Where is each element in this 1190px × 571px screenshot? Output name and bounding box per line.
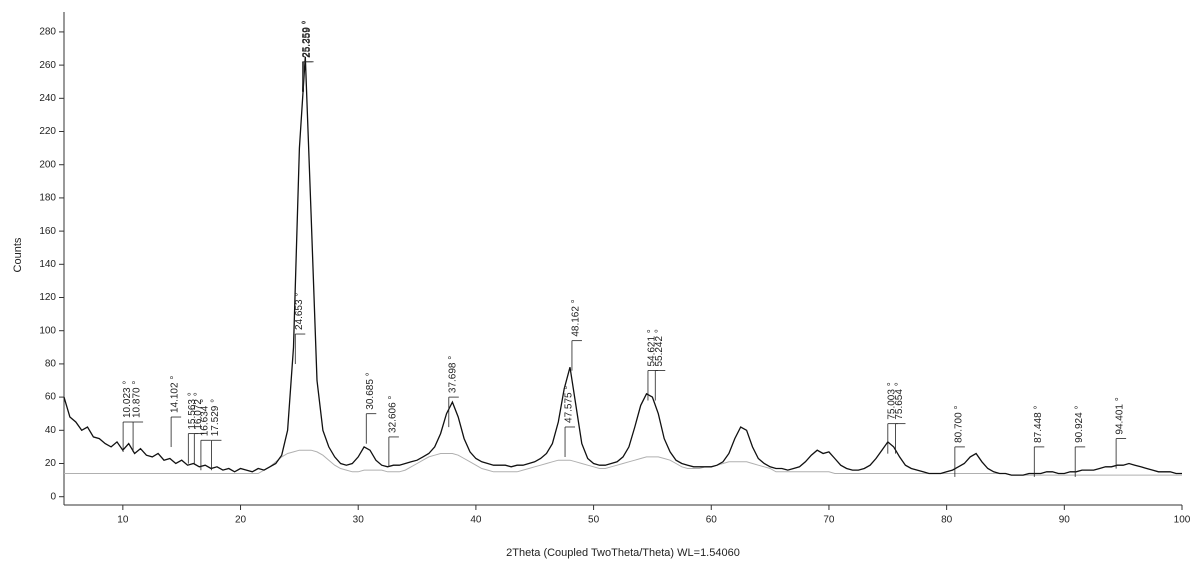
y-tick-label: 100 [39,325,56,336]
y-tick-label: 60 [45,392,57,403]
x-axis-title: 2Theta (Coupled TwoTheta/Theta) WL=1.540… [506,547,740,559]
peak-label: 90.924 ° [1074,406,1085,443]
peak-label: 25.359 ° [302,20,313,57]
x-tick-label: 30 [353,515,365,526]
peak-label: 16.072 ° [193,392,204,429]
peak-label: 54.621 ° [647,329,658,366]
peak-label: 32.606 ° [388,396,399,433]
x-tick-label: 70 [823,515,835,526]
y-axis-title: Counts [12,237,24,272]
peak-label: 16.634 ° [200,399,211,436]
peak-label: 47.575 ° [564,386,575,423]
x-tick-label: 80 [941,515,953,526]
y-tick-label: 200 [39,159,56,170]
y-tick-label: 220 [39,126,56,137]
peak-label: 25.259 ° [301,20,312,57]
y-tick-label: 240 [39,93,56,104]
x-tick-label: 90 [1059,515,1071,526]
x-tick-label: 50 [588,515,600,526]
peak-label: 15.563 ° [187,392,198,429]
y-tick-label: 120 [39,292,56,303]
y-tick-label: 80 [45,359,57,370]
peak-label: 37.698 ° [447,356,458,393]
peak-label: 55.242 ° [654,329,665,366]
peak-label: 75.654 ° [894,382,905,419]
x-tick-label: 20 [235,515,247,526]
pattern-line [63,56,1182,476]
y-tick-label: 20 [45,458,57,469]
peak-label: 10.870 ° [132,381,143,418]
y-tick-label: 260 [39,60,56,71]
x-tick-label: 60 [706,515,718,526]
peak-label: 10.023 ° [122,381,133,418]
peak-label: 14.102 ° [170,376,181,413]
y-tick-label: 160 [39,226,56,237]
x-tick-label: 10 [117,515,129,526]
peak-label: 94.401 ° [1115,397,1126,434]
peak-label: 30.685 ° [365,372,376,409]
peak-label: 75.003 ° [886,382,897,419]
y-tick-label: 140 [39,259,56,270]
y-tick-label: 280 [39,27,56,38]
peak-label: 48.162 ° [571,299,582,336]
y-tick-label: 180 [39,193,56,204]
peak-label: 17.529 ° [210,399,221,436]
y-tick-label: 40 [45,425,57,436]
peak-label: 80.700 ° [954,406,965,443]
background-line [64,449,1182,476]
x-tick-label: 100 [1174,515,1190,526]
y-tick-label: 0 [50,491,56,502]
peak-label: 24.653 ° [294,293,305,330]
peak-label: 87.448 ° [1033,406,1044,443]
x-tick-label: 40 [470,515,482,526]
